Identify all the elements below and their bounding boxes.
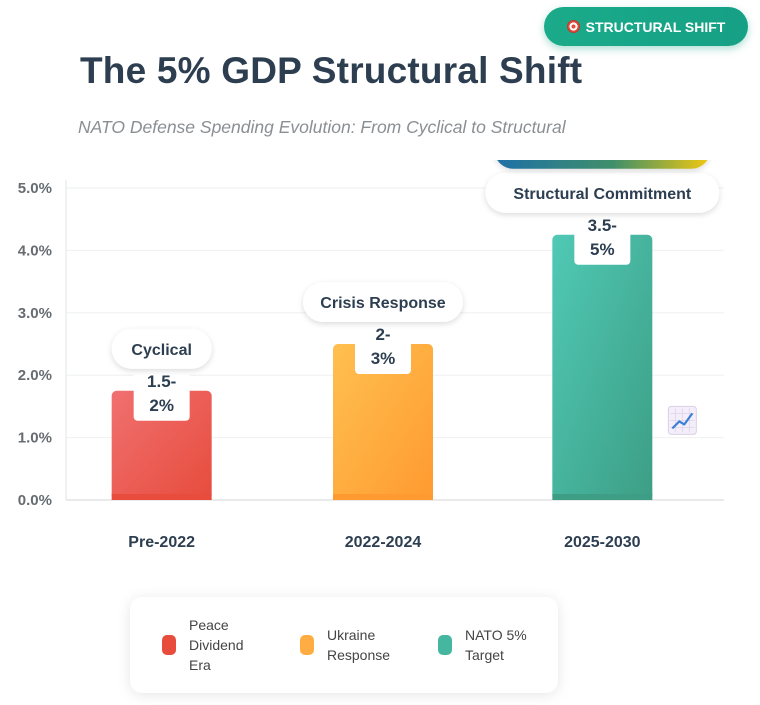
phase-label: Structural Commitment [513,186,691,203]
chart-legend: Peace Dividend Era Ukraine Response NATO 5% Ta… [130,597,558,693]
legend-label: NATO 5% Target [465,625,527,665]
phase-label: Crisis Response [320,295,445,312]
value-label: 2- [375,325,390,344]
value-label: 3% [371,349,396,368]
phase-pill [111,328,212,369]
page-title: The 5% GDP Structural Shift [80,50,583,91]
value-label: 1.5- [147,372,176,391]
x-category-label: 2022-2024 [345,534,422,551]
legend-swatch [162,635,176,655]
value-label: 2% [149,396,174,415]
legend-item: Peace Dividend Era [162,615,243,675]
legend-label-line: Era [189,657,211,673]
legend-label: Ukraine Response [327,625,390,665]
y-tick-label: 0.0% [18,492,52,509]
icon-trend-line [671,412,694,430]
phase-pill [485,172,720,213]
legend-label-line: NATO 5% [465,627,527,643]
legend-label: Peace Dividend Era [189,615,243,675]
bar-chart: 0.0% 1.0% 2.0% 3.0% 4.0% 5.0% Pre-2022 2022-202… [18,160,724,551]
y-tick-label: 2.0% [18,367,52,384]
legend-label-line: Peace [189,617,229,633]
legend-item: Ukraine Response [300,625,390,665]
value-label: 3.5- [588,216,617,235]
phase-label: Cyclical [131,342,191,359]
y-tick-label: 1.0% [18,430,52,447]
y-tick-label: 3.0% [18,305,52,322]
legend-label-line: Dividend [189,637,244,653]
legend-label-line: Response [327,647,391,663]
y-tick-label: 4.0% [18,242,52,259]
label-layer: 1.5- 2% Cyclical 2- 3% Crisis Response 3.5- 5% S… [111,160,720,435]
structural-shift-badge: STRUCTURAL SHIFT [544,7,748,46]
x-category-label: Pre-2022 [128,534,195,551]
legend-label-line: Ukraine [327,627,376,643]
y-tick-label: 5.0% [18,180,52,197]
page-subtitle: NATO Defense Spending Evolution: From Cy… [78,117,566,137]
sweden-annotation [497,160,708,169]
target-icon [566,20,580,33]
bar-base [552,494,653,500]
x-category-label: 2025-2030 [564,534,641,551]
bar-base [333,494,433,500]
value-label-box [574,210,631,265]
legend-swatch [438,635,452,655]
legend-label-line: Target [465,647,504,663]
phase-pill [303,282,463,322]
bar-base [111,494,212,500]
value-label-box [355,320,411,374]
legend-item: NATO 5% Target [438,625,527,665]
legend-swatch [300,635,314,655]
bar-2025-2030 [552,234,653,501]
bar-2022-2024 [333,344,433,500]
badge-label: STRUCTURAL SHIFT [585,18,726,35]
value-label: 5% [590,240,615,259]
value-label-box [133,366,190,421]
